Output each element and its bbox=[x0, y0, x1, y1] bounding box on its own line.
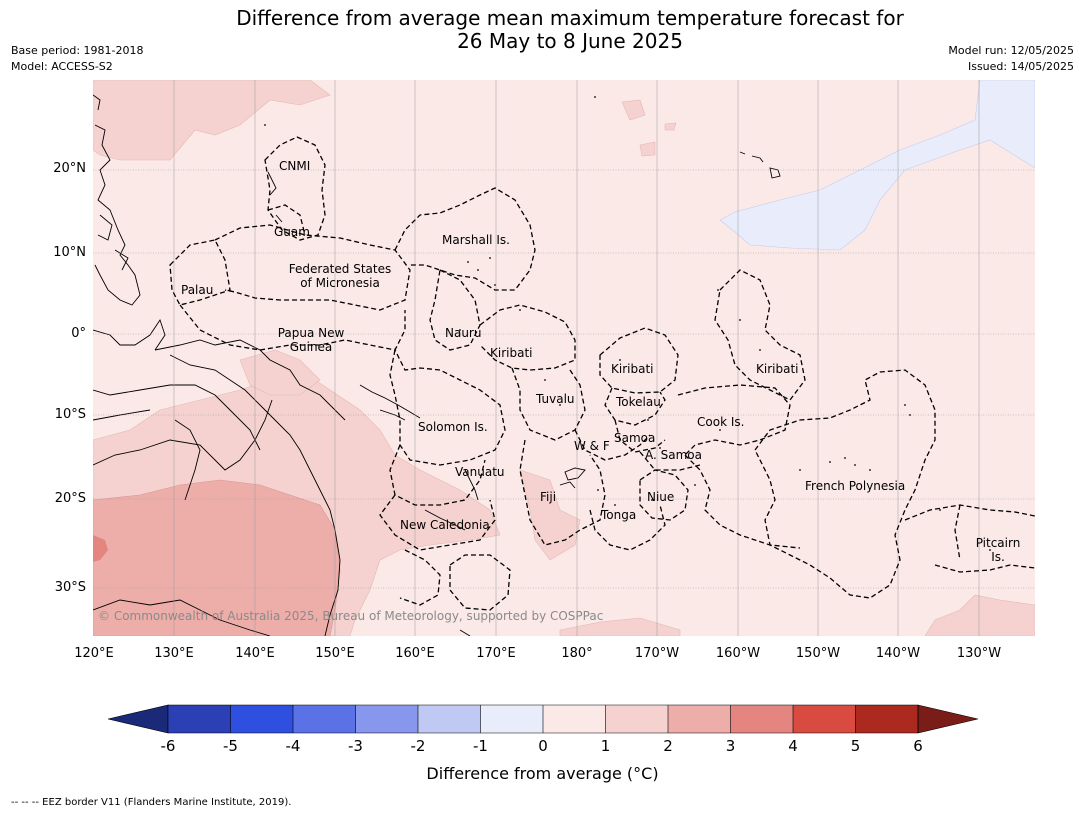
label-nauru: Nauru bbox=[445, 326, 482, 340]
label-cook: Cook Is. bbox=[697, 415, 745, 429]
meta-left: Base period: 1981-2018 Model: ACCESS-S2 bbox=[11, 43, 143, 75]
lon-label-150e: 150°E bbox=[315, 646, 355, 661]
colorbar-label: Difference from average (°C) bbox=[426, 764, 659, 783]
cb-tick: 0 bbox=[538, 737, 548, 755]
cb-seg-11 bbox=[793, 705, 856, 733]
label-png: Papua New Guinea bbox=[272, 326, 350, 354]
label-palau: Palau bbox=[181, 283, 214, 297]
cb-seg-5 bbox=[418, 705, 481, 733]
cb-tick: -4 bbox=[285, 737, 301, 755]
lon-label-140e: 140°E bbox=[235, 646, 275, 661]
cb-tick: 5 bbox=[850, 737, 861, 755]
colorbar-high-extend bbox=[917, 704, 979, 734]
lat-label-0: 0° bbox=[71, 326, 86, 341]
cb-tick: 2 bbox=[663, 737, 673, 755]
label-solomon: Solomon Is. bbox=[418, 420, 488, 434]
base-period: Base period: 1981-2018 bbox=[11, 44, 144, 57]
colorbar bbox=[107, 704, 979, 734]
lon-label-160e: 160°E bbox=[395, 646, 435, 661]
label-niue: Niue bbox=[647, 490, 675, 504]
colorbar-low-extend bbox=[107, 704, 169, 734]
lat-label-30s: 30°S bbox=[54, 580, 86, 595]
label-kiribati-central: Kiribati bbox=[611, 362, 654, 376]
label-kiribati-east: Kiribati bbox=[756, 362, 799, 376]
cb-tick: -2 bbox=[410, 737, 426, 755]
map-title: Difference from average mean maximum tem… bbox=[0, 7, 1085, 53]
anomaly-neg-region bbox=[719, 80, 1035, 251]
lat-label-20s: 20°S bbox=[54, 491, 86, 506]
coastlines bbox=[93, 94, 781, 636]
lon-label-160w: 160°W bbox=[715, 646, 761, 661]
cb-seg-2 bbox=[230, 705, 293, 733]
lon-label-170e: 170°E bbox=[476, 646, 516, 661]
label-guam: Guam bbox=[274, 225, 310, 239]
cb-seg-10 bbox=[730, 705, 793, 733]
label-fsm-1: Federated States bbox=[288, 262, 392, 276]
meridians bbox=[173, 80, 980, 636]
lon-label-150w: 150°W bbox=[795, 646, 841, 661]
lat-label-10s: 10°S bbox=[54, 407, 86, 422]
lon-label-130e: 130°E bbox=[154, 646, 194, 661]
cb-tick: 1 bbox=[600, 737, 611, 755]
cb-tick: 4 bbox=[788, 737, 798, 755]
label-tonga: Tonga bbox=[601, 508, 637, 522]
label-american-samoa: A. Samoa bbox=[645, 448, 702, 462]
title-line-1: Difference from average mean maximum tem… bbox=[236, 6, 904, 30]
lon-label-140w: 140°W bbox=[875, 646, 921, 661]
cb-seg-3 bbox=[293, 705, 356, 733]
cb-tick: -5 bbox=[223, 737, 238, 755]
label-french-polynesia: French Polynesia bbox=[805, 479, 906, 493]
label-tokelau: Tokelau bbox=[616, 395, 661, 409]
label-fsm: Federated States of Micronesia bbox=[285, 262, 395, 290]
cb-seg-8 bbox=[605, 705, 668, 733]
label-tuvalu: Tuvalu bbox=[536, 392, 575, 406]
cb-seg-12 bbox=[855, 705, 918, 733]
island-dots bbox=[264, 96, 991, 551]
cb-seg-1 bbox=[168, 705, 231, 733]
meta-right: Model run: 12/05/2025 Issued: 14/05/2025 bbox=[948, 43, 1074, 75]
lon-label-120e: 120°E bbox=[74, 646, 114, 661]
label-samoa: Samoa bbox=[614, 431, 656, 445]
anomaly-2-3 bbox=[93, 479, 341, 636]
cb-tick: -6 bbox=[160, 737, 176, 755]
lon-label-130w: 130°W bbox=[956, 646, 1002, 661]
colorbar-dividers bbox=[167, 704, 919, 734]
issued-date: Issued: 14/05/2025 bbox=[967, 60, 1074, 73]
graticule bbox=[93, 169, 1035, 589]
label-pitcairn-2: Is. bbox=[991, 550, 1005, 564]
lon-label-180: 180° bbox=[561, 646, 593, 661]
model-run: Model run: 12/05/2025 bbox=[948, 44, 1074, 57]
cb-tick: 3 bbox=[725, 737, 736, 755]
cb-tick: -3 bbox=[348, 737, 363, 755]
model-name: Model: ACCESS-S2 bbox=[11, 60, 113, 73]
label-fiji: Fiji bbox=[540, 490, 557, 504]
lat-label-20n: 20°N bbox=[53, 161, 86, 176]
cb-tick: -1 bbox=[473, 737, 488, 755]
label-pitcairn: Pitcairn Is. bbox=[972, 536, 1024, 564]
label-kiribati-west: Kiribati bbox=[490, 346, 533, 360]
label-cnmi: CNMI bbox=[279, 159, 311, 173]
cb-seg-6 bbox=[480, 705, 543, 733]
label-marshall: Marshall Is. bbox=[442, 233, 510, 247]
label-wallis-futuna: W & F bbox=[574, 439, 610, 453]
label-new-caledonia: New Caledonia bbox=[400, 518, 490, 532]
cb-seg-4 bbox=[355, 705, 418, 733]
label-pitcairn-1: Pitcairn bbox=[975, 536, 1021, 550]
label-vanuatu: Vanuatu bbox=[455, 465, 505, 479]
label-fsm-2: of Micronesia bbox=[300, 276, 380, 290]
title-line-2: 26 May to 8 June 2025 bbox=[457, 29, 683, 53]
eez-borders bbox=[169, 136, 1035, 611]
copyright-notice: © Commonwealth of Australia 2025, Bureau… bbox=[98, 609, 604, 623]
footer-eez-note: -- -- -- EEZ border V11 (Flanders Marine… bbox=[11, 797, 292, 808]
cb-seg-9 bbox=[668, 705, 731, 733]
map-area bbox=[93, 80, 1035, 636]
lat-label-10n: 10°N bbox=[53, 245, 86, 260]
label-png-2: Guinea bbox=[289, 340, 333, 354]
anomaly-3-4 bbox=[93, 535, 108, 562]
lon-label-170w: 170°W bbox=[634, 646, 680, 661]
label-png-1: Papua New bbox=[277, 326, 345, 340]
cb-seg-7 bbox=[543, 705, 606, 733]
cb-tick: 6 bbox=[913, 737, 923, 755]
